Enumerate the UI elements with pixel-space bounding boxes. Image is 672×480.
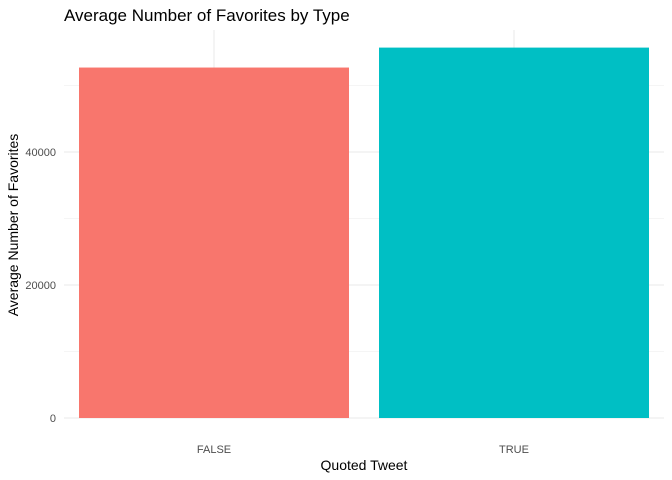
y-tick-label: 40000 (25, 147, 56, 159)
y-axis-ticks: 0 20000 40000 (25, 147, 56, 425)
x-tick-label: FALSE (197, 444, 231, 456)
chart-title: Average Number of Favorites by Type (64, 6, 350, 25)
bar-true (379, 47, 649, 418)
y-tick-label: 0 (50, 413, 56, 425)
x-tick-label: TRUE (499, 444, 529, 456)
x-axis-title: Quoted Tweet (321, 457, 408, 473)
bars (79, 47, 649, 419)
y-axis-title: Average Number of Favorites (5, 134, 21, 317)
y-tick-label: 20000 (25, 280, 56, 292)
x-axis-ticks: FALSE TRUE (197, 444, 529, 456)
bar-false (79, 67, 349, 419)
